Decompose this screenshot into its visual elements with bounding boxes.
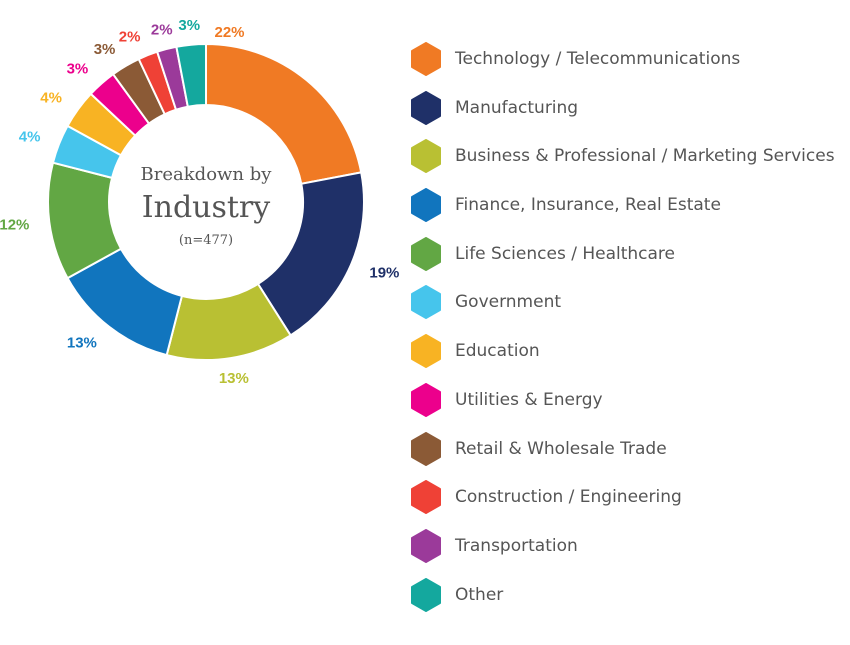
- legend-item: Other: [410, 578, 840, 627]
- slice-1: [206, 44, 361, 184]
- legend-label: Technology / Telecommunications: [455, 49, 740, 69]
- hexagon-swatch-icon: [410, 188, 442, 222]
- hexagon-swatch-icon: [410, 91, 442, 125]
- hexagon-swatch-icon: [410, 480, 442, 514]
- slice-label-11: 2%: [151, 22, 173, 39]
- legend-item: Manufacturing: [410, 91, 840, 140]
- legend-label: Utilities & Energy: [455, 390, 603, 410]
- legend-label: Life Sciences / Healthcare: [455, 244, 675, 264]
- hexagon-swatch-icon: [410, 432, 442, 466]
- legend-item: Transportation: [410, 529, 840, 578]
- hexagon-swatch-icon: [410, 237, 442, 271]
- hexagon-swatch-icon: [410, 285, 442, 319]
- legend-label: Education: [455, 341, 540, 361]
- legend-item: Technology / Telecommunications: [410, 42, 840, 91]
- slice-label-10: 2%: [119, 28, 141, 45]
- slice-label-3: 13%: [219, 370, 249, 387]
- slice-label-12: 3%: [178, 17, 200, 34]
- legend-label: Manufacturing: [455, 98, 578, 118]
- donut-center-text: Breakdown by Industry (n=477): [141, 164, 273, 248]
- donut-chart: 22%19%13%13%12%4%4%3%3%2% 2% 3% Breakdown …: [0, 0, 400, 420]
- legend-item: Government: [410, 285, 840, 334]
- legend-item: Construction / Engineering: [410, 480, 840, 529]
- slice-label-1: 22%: [214, 24, 244, 41]
- center-title-line2: Industry: [142, 190, 270, 225]
- legend-item: Life Sciences / Healthcare: [410, 237, 840, 286]
- legend-label: Government: [455, 292, 561, 312]
- chart-legend: Technology / Telecommunications Manufactu…: [410, 42, 840, 626]
- slice-label-5: 12%: [0, 216, 29, 233]
- legend-item: Business & Professional / Marketing Serv…: [410, 139, 840, 188]
- slice-label-9: 3%: [94, 41, 116, 58]
- center-sample-size: (n=477): [179, 233, 233, 248]
- hexagon-swatch-icon: [410, 383, 442, 417]
- center-title-line1: Breakdown by: [141, 164, 273, 185]
- legend-item: Finance, Insurance, Real Estate: [410, 188, 840, 237]
- legend-item: Education: [410, 334, 840, 383]
- hexagon-swatch-icon: [410, 578, 442, 612]
- slice-label-6: 4%: [19, 128, 41, 145]
- legend-label: Business & Professional / Marketing Serv…: [455, 146, 835, 166]
- slice-label-8: 3%: [67, 60, 89, 77]
- legend-label: Finance, Insurance, Real Estate: [455, 195, 721, 215]
- legend-label: Transportation: [455, 536, 578, 556]
- legend-label: Construction / Engineering: [455, 487, 682, 507]
- hexagon-swatch-icon: [410, 334, 442, 368]
- hexagon-swatch-icon: [410, 42, 442, 76]
- hexagon-swatch-icon: [410, 529, 442, 563]
- slice-label-7: 4%: [40, 89, 62, 106]
- legend-item: Utilities & Energy: [410, 383, 840, 432]
- legend-label: Retail & Wholesale Trade: [455, 439, 667, 459]
- slice-label-4: 13%: [67, 335, 97, 352]
- hexagon-swatch-icon: [410, 139, 442, 173]
- legend-item: Retail & Wholesale Trade: [410, 432, 840, 481]
- legend-label: Other: [455, 585, 503, 605]
- slice-label-2: 19%: [369, 265, 399, 282]
